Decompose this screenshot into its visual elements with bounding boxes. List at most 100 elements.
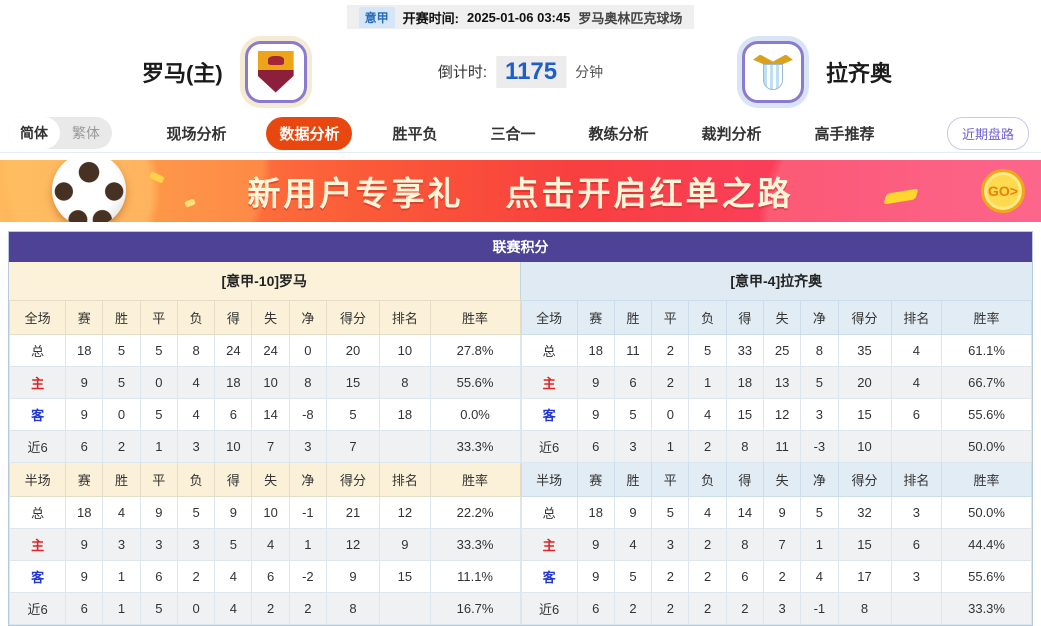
row-label: 近6: [520, 430, 578, 463]
column-header: 净: [800, 300, 839, 335]
cell: 9: [576, 398, 615, 431]
cell: 2: [688, 528, 727, 561]
cell: 8: [725, 430, 764, 463]
banner-texts: 新用户专享礼 点击开启红单之路: [0, 160, 1041, 222]
lang-simplified[interactable]: 简体: [8, 117, 60, 149]
column-header: 净: [288, 300, 328, 335]
column-header: 胜率: [429, 462, 521, 497]
cell: 15: [837, 528, 892, 561]
cell: 1: [651, 430, 690, 463]
cell: 5: [214, 528, 253, 561]
row-label: 客: [520, 560, 578, 593]
column-header: 得: [725, 462, 764, 497]
column-header: 负: [176, 462, 216, 497]
table-row: 总 18 9 5 4 14 9 5 32 3 50.0%: [520, 496, 1032, 529]
tab-4[interactable]: 三合一: [490, 125, 536, 143]
cell: 4: [214, 592, 253, 625]
cell: 44.4%: [941, 528, 1032, 561]
column-header-row: 半场赛胜平负得失净得分 排名 胜率: [8, 462, 521, 497]
column-header: 排名: [379, 300, 431, 335]
shield-icon: [763, 63, 783, 90]
language-toggle[interactable]: 简体 繁体: [8, 117, 112, 149]
cell: 12: [379, 496, 431, 529]
column-header: 失: [251, 300, 290, 335]
cell: 18: [65, 334, 104, 367]
cell: 15: [379, 560, 431, 593]
cell: 27.8%: [429, 334, 521, 367]
table-row: 总 18 5 5 8 24 24 0 20 10 27.8%: [8, 334, 521, 367]
lang-traditional[interactable]: 繁体: [72, 125, 100, 141]
cell: 5: [176, 496, 216, 529]
nav-tabs: 现场分析 数据分析 胜平负 三合一 教练分析 裁判分析 高手推荐: [153, 116, 887, 150]
go-coin-icon[interactable]: GO>: [981, 169, 1025, 213]
cell: 2: [688, 592, 727, 625]
tab-1[interactable]: 现场分析: [166, 125, 227, 143]
column-header-row: 全场赛胜平负得失净得分 排名 胜率: [8, 300, 521, 335]
cell: 2: [651, 334, 690, 367]
cell: 24: [251, 334, 290, 367]
column-header: 负: [688, 300, 727, 335]
standings-tables: 全场赛胜平负得失净得分 排名 胜率总 18 5 5 8 24 24 0 20 10 27.8% 主 9 5 0 4…: [8, 300, 1033, 625]
away-standings-table: 全场赛胜平负得失净得分 排名 胜率总 18 11 2 5 33 25 8 35 4 61.1% 主 9 6 2 1…: [520, 300, 1033, 625]
table-row: 总 18 11 2 5 33 25 8 35 4 61.1%: [520, 334, 1032, 367]
cell: 3: [176, 430, 216, 463]
cell: 33.3%: [429, 528, 521, 561]
cell: 9: [65, 528, 104, 561]
cell: 3: [651, 528, 690, 561]
cell: 9: [762, 496, 802, 529]
cell: 4: [176, 398, 216, 431]
cell: 8: [288, 366, 328, 399]
cell: [890, 592, 943, 625]
cell: 4: [176, 366, 216, 399]
column-header: 胜: [102, 300, 141, 335]
cell: 14: [725, 496, 764, 529]
cell: 9: [65, 560, 104, 593]
promo-banner[interactable]: 新用户专享礼 点击开启红单之路 GO>: [0, 160, 1041, 222]
cell: 6: [576, 592, 615, 625]
row-label: 总: [520, 334, 578, 367]
scope-header: 全场: [8, 300, 67, 335]
cell: 2: [288, 592, 328, 625]
cell: 3: [176, 528, 216, 561]
cell: 12: [325, 528, 381, 561]
cell: 10: [251, 496, 290, 529]
table-row: 客 9 1 6 2 4 6 -2 9 15 11.1%: [8, 560, 521, 593]
cell: 9: [613, 496, 653, 529]
home-team-name: 罗马(主): [142, 60, 223, 86]
cell: 3: [139, 528, 178, 561]
column-header: 净: [288, 462, 328, 497]
cell: 0.0%: [429, 398, 521, 431]
cell: 20: [325, 334, 381, 367]
cell: 11.1%: [429, 560, 521, 593]
cell: 3: [890, 496, 943, 529]
cell: 18: [576, 496, 615, 529]
cell: 1: [139, 430, 178, 463]
nav-bar: 简体 繁体 现场分析 数据分析 胜平负 三合一 教练分析 裁判分析 高手推荐 近期盘路: [0, 114, 1041, 153]
cell: 2: [688, 560, 727, 593]
cell: 4: [251, 528, 290, 561]
column-header: 得分: [837, 300, 892, 335]
column-header: 得: [725, 300, 764, 335]
cell: 9: [65, 366, 104, 399]
tab-5[interactable]: 教练分析: [588, 125, 649, 143]
cell: [890, 430, 943, 463]
cell: 2: [613, 592, 653, 625]
cell: 5: [139, 334, 178, 367]
cell: 33.3%: [429, 430, 521, 463]
row-label: 近6: [8, 430, 67, 463]
tab-2[interactable]: 数据分析: [266, 116, 353, 150]
cell: 10: [214, 430, 253, 463]
tab-7[interactable]: 高手推荐: [814, 125, 875, 143]
column-header: 失: [762, 462, 802, 497]
tab-6[interactable]: 裁判分析: [701, 125, 762, 143]
cell: 5: [102, 366, 141, 399]
cell: 12: [762, 398, 802, 431]
roma-shield-icon: [257, 50, 294, 93]
cell: 11: [613, 334, 653, 367]
cell: 10: [837, 430, 892, 463]
recent-trend-button[interactable]: 近期盘路: [946, 116, 1029, 150]
cell: 4: [102, 496, 141, 529]
tab-3[interactable]: 胜平负: [392, 125, 438, 143]
row-label: 客: [520, 398, 578, 431]
column-header: 得: [214, 300, 253, 335]
